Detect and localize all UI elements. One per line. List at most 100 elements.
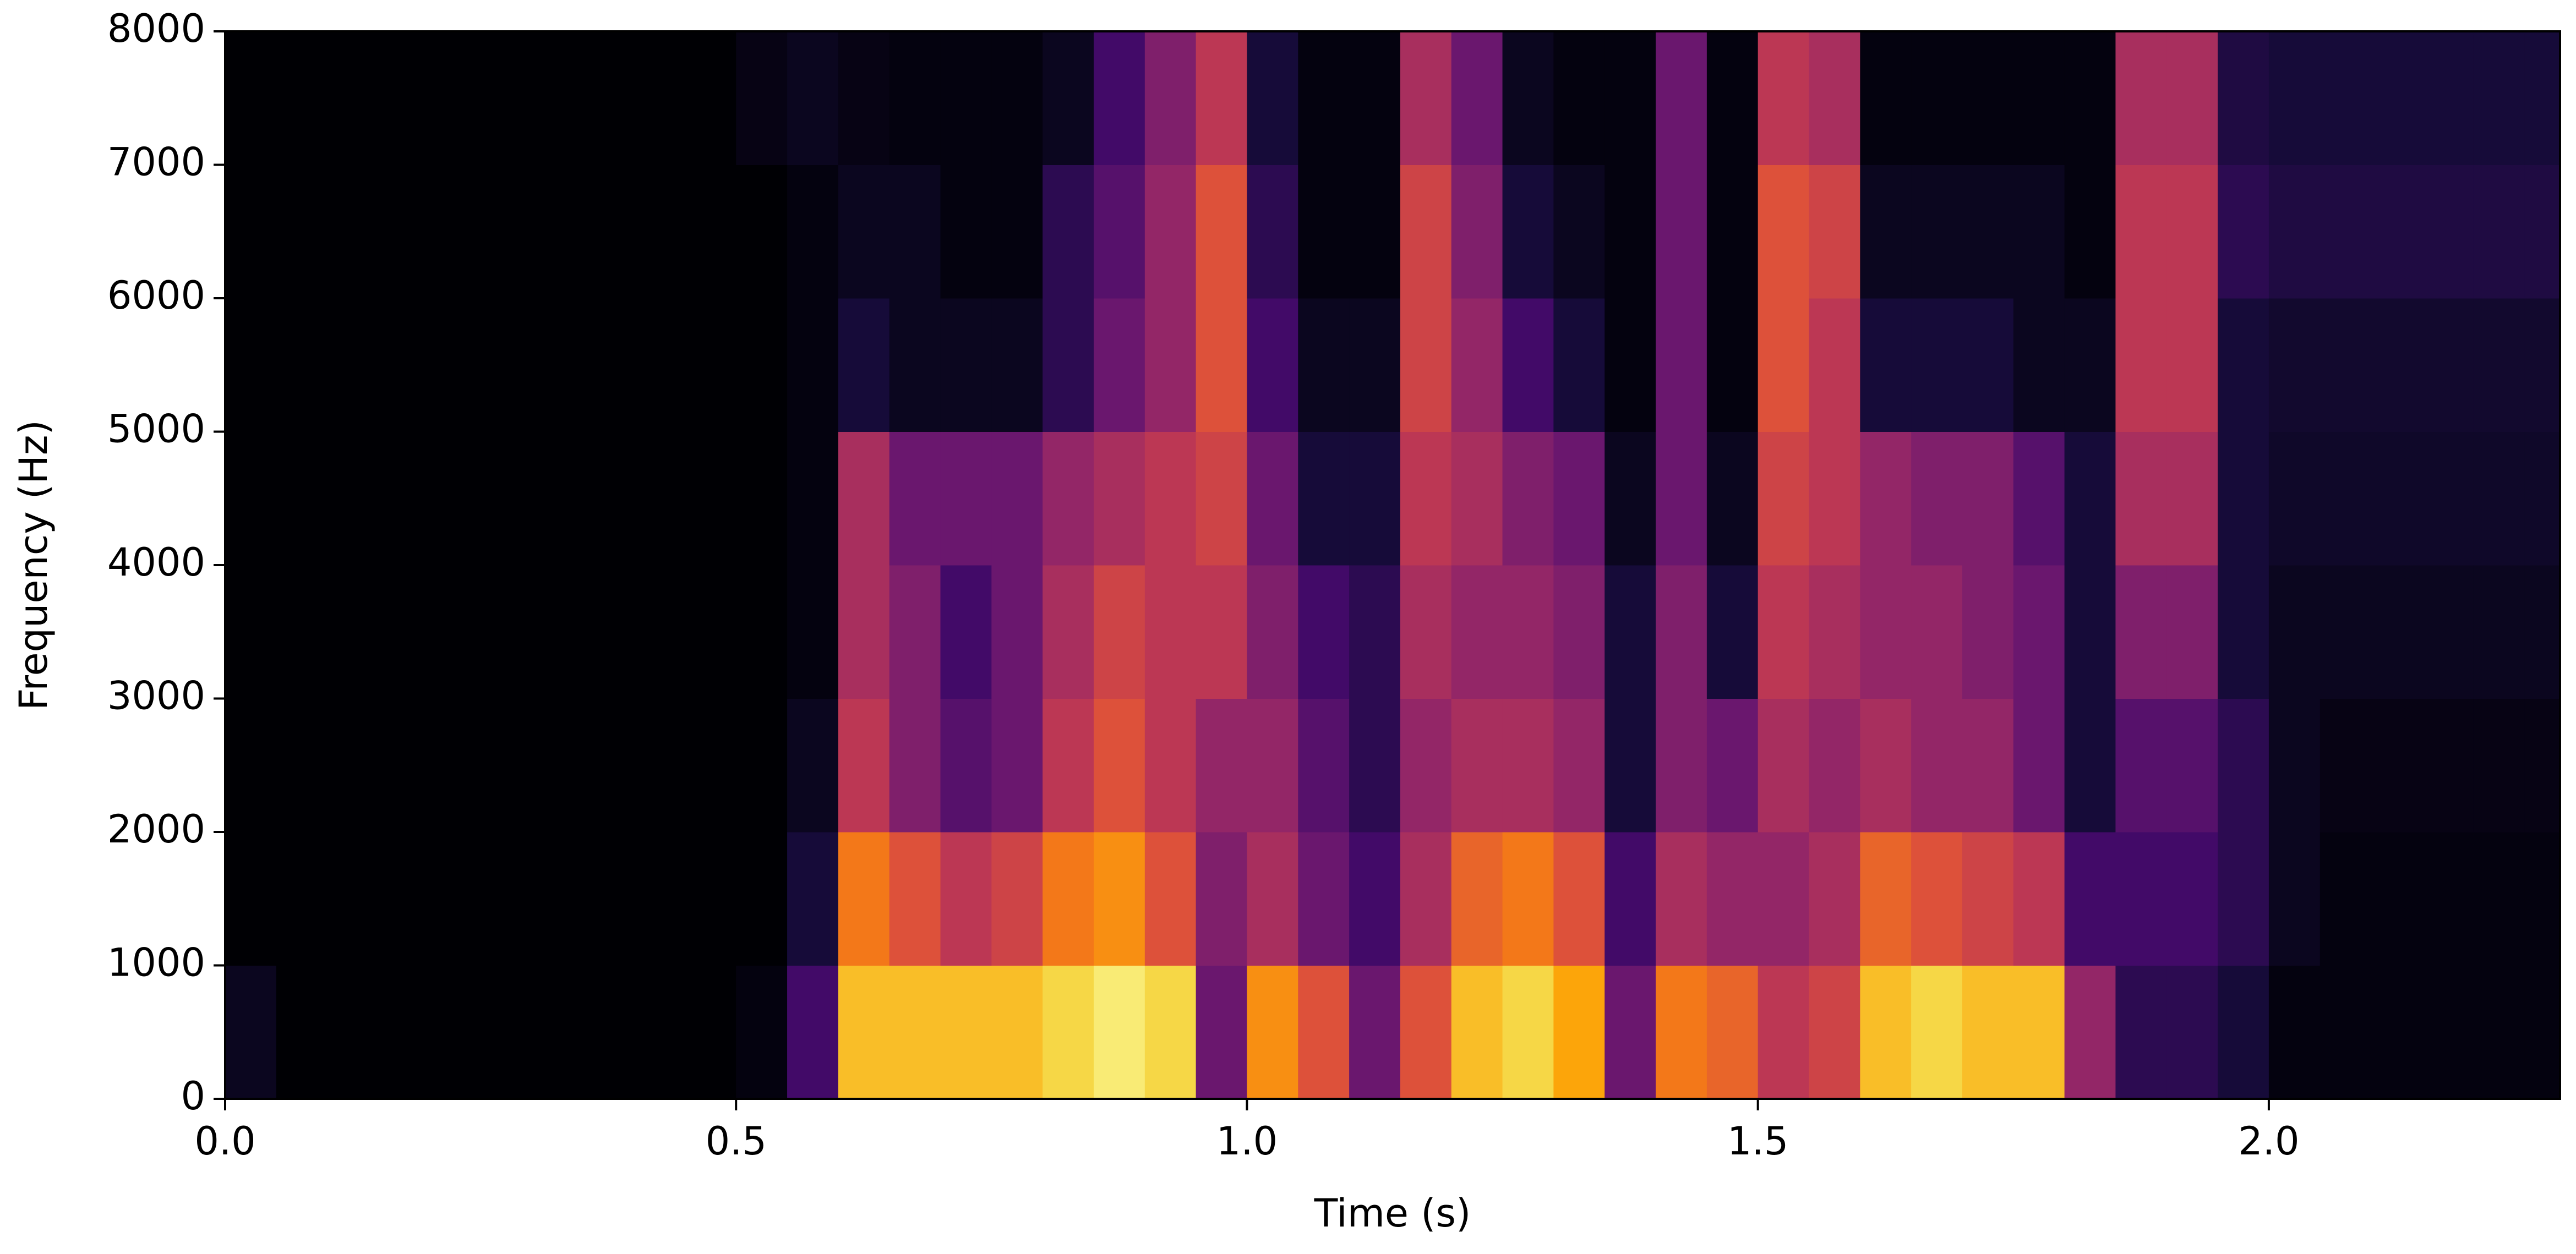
cell — [736, 698, 788, 833]
cell — [2524, 165, 2561, 299]
cell — [1553, 698, 1605, 833]
cell — [378, 431, 430, 566]
cell — [2268, 565, 2321, 699]
cell — [1911, 165, 1963, 299]
cell — [2268, 698, 2321, 833]
cell — [531, 565, 583, 699]
cell — [582, 965, 635, 1099]
cell — [991, 431, 1043, 566]
axes: 0.0 0.5 1.0 1.5 2.0 0 1000 2000 3000 4000 5000 6000… — [107, 6, 2561, 1164]
cell — [429, 298, 481, 432]
cell — [1196, 965, 1247, 1099]
cell — [327, 165, 379, 299]
cell — [531, 832, 583, 966]
cell — [736, 165, 788, 299]
x-tick-label: 2.0 — [2238, 1119, 2299, 1164]
cell — [838, 565, 890, 699]
cell — [582, 298, 635, 432]
cell — [787, 31, 839, 165]
cell — [2115, 832, 2167, 966]
cell — [1349, 431, 1401, 566]
cell — [531, 431, 583, 566]
cell — [1911, 31, 1963, 165]
cell — [1553, 431, 1605, 566]
cell — [1196, 165, 1247, 299]
cell — [582, 698, 635, 833]
cell — [1758, 832, 1810, 966]
cell — [327, 698, 379, 833]
cell — [2320, 431, 2372, 566]
cell — [1706, 165, 1759, 299]
cell — [1911, 698, 1963, 833]
cell — [1247, 565, 1298, 699]
heatmap — [225, 31, 2561, 1099]
cell — [327, 965, 379, 1099]
cell — [1349, 165, 1401, 299]
cell — [1502, 431, 1554, 566]
cell — [1144, 832, 1197, 966]
cell — [2115, 698, 2167, 833]
cell — [1604, 698, 1656, 833]
cell — [2166, 698, 2218, 833]
cell — [2218, 698, 2269, 833]
cell — [2473, 298, 2525, 432]
cell — [1400, 965, 1452, 1099]
cell — [736, 31, 788, 165]
x-tick-label: 0.5 — [706, 1119, 767, 1164]
cell — [1809, 832, 1860, 966]
cell — [225, 565, 277, 699]
cell — [2268, 298, 2321, 432]
cell — [1247, 832, 1298, 966]
cell — [685, 565, 736, 699]
cell — [276, 298, 328, 432]
cell — [2218, 832, 2269, 966]
cell — [2166, 832, 2218, 966]
cell — [2473, 698, 2525, 833]
cell — [1093, 165, 1145, 299]
cell — [1451, 298, 1503, 432]
cell — [2218, 31, 2269, 165]
cell — [1451, 965, 1503, 1099]
cell — [1860, 165, 1912, 299]
cell — [1043, 431, 1094, 566]
cell — [1553, 832, 1605, 966]
cell — [1349, 298, 1401, 432]
cell — [991, 698, 1043, 833]
cell — [889, 431, 941, 566]
cell — [736, 965, 788, 1099]
cell — [2320, 31, 2372, 165]
cell — [2064, 165, 2116, 299]
cell — [736, 431, 788, 566]
cell — [889, 698, 941, 833]
cell — [1451, 832, 1503, 966]
cell — [1093, 565, 1145, 699]
cell — [582, 165, 635, 299]
cell — [1196, 298, 1247, 432]
cell — [2013, 832, 2065, 966]
cell — [1911, 832, 1963, 966]
cell — [1247, 31, 1298, 165]
cell — [1809, 965, 1860, 1099]
cell — [1298, 298, 1350, 432]
cell — [531, 165, 583, 299]
cell — [378, 31, 430, 165]
cell — [1758, 698, 1810, 833]
cell — [2064, 298, 2116, 432]
cell — [276, 832, 328, 966]
cell — [1706, 31, 1759, 165]
x-tick-label: 0.0 — [194, 1119, 255, 1164]
cell — [1502, 298, 1554, 432]
cell — [1093, 698, 1145, 833]
cell — [378, 832, 430, 966]
cell — [889, 298, 941, 432]
y-tick-label: 5000 — [107, 407, 205, 452]
cell — [1962, 832, 2014, 966]
cell — [2166, 431, 2218, 566]
cell — [2320, 565, 2372, 699]
cell — [1298, 698, 1350, 833]
cell — [1400, 565, 1452, 699]
cell — [940, 965, 992, 1099]
cell — [1247, 298, 1298, 432]
cell — [225, 31, 277, 165]
